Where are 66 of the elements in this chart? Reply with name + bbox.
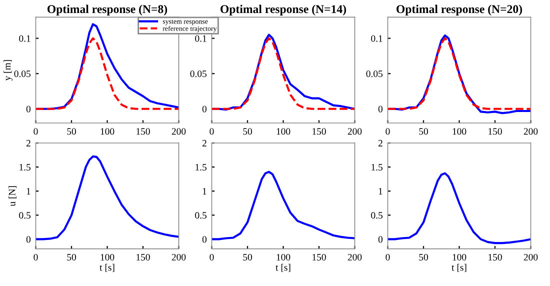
x-tick-label: 0 (210, 254, 214, 261)
x-tick-label: 200 (172, 128, 186, 135)
x-tick-label: 150 (136, 254, 150, 261)
x-tick-label: 50 (67, 254, 76, 261)
x-tick-label: 0 (386, 128, 390, 135)
y-tick-label: 1.5 (196, 164, 207, 171)
y-tick-label: 1.5 (372, 164, 383, 171)
y-tick-label: 1 (378, 188, 382, 194)
x-tick-label: 200 (348, 254, 362, 261)
y-tick-label: 0 (202, 106, 207, 112)
x-tick-label: 50 (419, 254, 428, 261)
y-tick-label: 0 (26, 236, 31, 243)
y-tick-label: 0 (378, 236, 383, 243)
y-tick-label: 0.5 (19, 212, 31, 219)
chart-title: Optimal response (N=8) (48, 4, 168, 16)
x-tick-label: 200 (348, 128, 362, 135)
y-tick-label: 0.5 (371, 212, 383, 219)
line-series (212, 170, 355, 240)
x-tick-label: 150 (488, 128, 502, 135)
y-tick-label: 0.05 (14, 70, 31, 78)
x-tick-label: 100 (276, 128, 290, 135)
y-tick-label: 0 (202, 236, 207, 243)
x-tick-label: 150 (488, 254, 502, 261)
y-tick-label: 1 (202, 188, 206, 194)
x-tick-label: 0 (34, 254, 38, 261)
line-series (36, 155, 179, 240)
x-tick-label: 150 (312, 128, 326, 135)
y-axis-title: y [m] (4, 60, 12, 81)
y-tick-label: 2 (26, 140, 30, 146)
x-tick-label: 150 (312, 254, 326, 261)
x-axis-title: t [s] (276, 264, 290, 272)
x-tick-label: 200 (524, 128, 538, 135)
y-tick-label: 0.1 (19, 35, 30, 42)
x-tick-label: 100 (100, 254, 114, 261)
chart-title: Optimal response (N=20) (396, 4, 522, 16)
x-tick-label: 50 (67, 128, 76, 135)
x-tick-label: 50 (243, 254, 252, 261)
x-tick-label: 200 (172, 254, 186, 261)
y-tick-label: 0 (26, 106, 31, 112)
x-tick-label: 100 (100, 128, 114, 135)
y-axis-title: u [N] (8, 186, 17, 206)
x-tick-label: 0 (34, 128, 38, 135)
x-tick-label: 150 (136, 128, 150, 135)
x-tick-label: 100 (276, 254, 290, 261)
x-tick-label: 50 (419, 128, 428, 135)
line-series (36, 37, 179, 110)
x-tick-label: 100 (452, 254, 466, 261)
x-axis-title: t [s] (452, 264, 466, 272)
y-tick-label: 0.1 (371, 35, 382, 42)
x-tick-label: 0 (210, 128, 214, 135)
y-tick-label: 0.5 (195, 212, 207, 219)
y-tick-label: 0.05 (190, 70, 207, 78)
y-tick-label: 0 (378, 106, 383, 112)
chart-title: Optimal response (N=14) (220, 4, 346, 16)
y-tick-label: 1 (26, 188, 30, 194)
x-tick-label: 100 (452, 128, 466, 135)
x-tick-label: 50 (243, 128, 252, 135)
y-tick-label: 1.5 (20, 164, 31, 171)
y-tick-label: 2 (378, 140, 382, 146)
y-tick-label: 2 (202, 140, 206, 146)
y-tick-label: 0.1 (195, 35, 206, 42)
y-tick-label: 0.05 (366, 70, 383, 78)
line-series (388, 172, 531, 244)
x-tick-label: 0 (386, 254, 390, 261)
x-axis-title: t [s] (100, 264, 114, 272)
x-tick-label: 200 (524, 254, 538, 261)
